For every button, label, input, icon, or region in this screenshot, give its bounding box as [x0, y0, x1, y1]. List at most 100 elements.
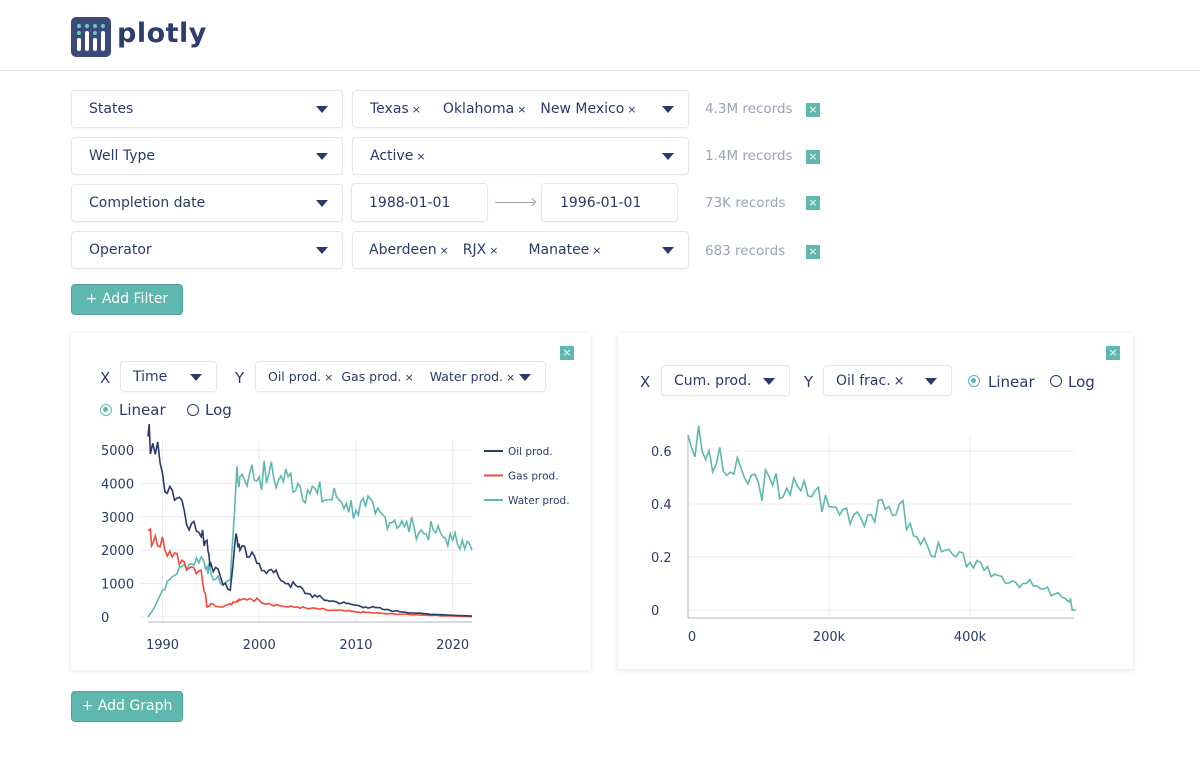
y-tick-label: 1000 — [101, 578, 134, 593]
y-tick-label: 0.6 — [651, 445, 672, 460]
x-variable-select[interactable]: Time — [120, 361, 217, 392]
add-filter-button[interactable]: + Add Filter — [71, 284, 183, 315]
filter-values-select[interactable]: Active × — [352, 137, 689, 175]
value-tag[interactable]: Oil prod. × — [268, 369, 333, 384]
linear-radio[interactable] — [968, 375, 980, 387]
remove-tag-icon[interactable]: × — [893, 373, 905, 389]
remove-graph-button[interactable]: × — [560, 346, 574, 360]
filter-field-label: Operator — [89, 242, 152, 258]
y-tick-label: 0 — [651, 604, 659, 619]
remove-graph-button[interactable]: × — [1106, 346, 1120, 360]
tag-label: Texas — [370, 101, 409, 117]
app-header: plotly — [0, 0, 1200, 71]
chevron-down-icon — [662, 106, 674, 113]
y-tick-label: 0 — [101, 611, 109, 626]
remove-tag-icon[interactable]: × — [411, 103, 421, 116]
remove-filter-button[interactable]: × — [806, 196, 820, 210]
chevron-down-icon — [316, 153, 328, 160]
series-line-water-prod- — [147, 460, 473, 618]
remove-tag-icon[interactable]: × — [416, 150, 426, 163]
legend-label: Oil prod. — [508, 446, 553, 458]
linear-label: Linear — [988, 373, 1035, 391]
value-tag[interactable]: Oil frac. × — [836, 373, 905, 389]
y-tick-label: 3000 — [101, 511, 134, 526]
linear-radio[interactable] — [100, 404, 112, 416]
graph-card-1: × X Time Y Oil prod. × Gas prod. × Water p… — [71, 333, 591, 670]
remove-tag-icon[interactable]: × — [404, 371, 414, 384]
x-tick-label: 200k — [813, 630, 846, 645]
remove-tag-icon[interactable]: × — [506, 371, 516, 384]
value-tag[interactable]: RJX × — [463, 242, 499, 258]
remove-tag-icon[interactable]: × — [517, 103, 527, 116]
y-tick-label: 2000 — [101, 544, 134, 559]
log-label: Log — [205, 401, 232, 419]
record-count: 73K records — [705, 195, 786, 211]
value-tag[interactable]: Texas × — [370, 101, 421, 117]
remove-tag-icon[interactable]: × — [439, 244, 449, 257]
filter-field-select[interactable]: Well Type — [71, 137, 343, 175]
y-tick-label: 0.2 — [651, 551, 672, 566]
filter-field-label: States — [89, 101, 134, 117]
log-radio[interactable] — [1050, 375, 1062, 387]
graph-card-2: × X Cum. prod. Y Oil frac. × Linear Log — [618, 333, 1133, 669]
remove-filter-button[interactable]: × — [806, 150, 820, 164]
date-to-input[interactable]: 1996-01-01 — [541, 183, 678, 222]
chevron-down-icon — [316, 106, 328, 113]
filter-field-label: Completion date — [89, 195, 206, 211]
tag-label: Manatee — [528, 242, 590, 258]
x-tick-label: 0 — [688, 630, 696, 645]
legend-label: Water prod. — [508, 495, 570, 507]
arrow-right-icon — [495, 197, 537, 207]
value-tag[interactable]: New Mexico × — [540, 101, 636, 117]
remove-tag-icon[interactable]: × — [627, 103, 637, 116]
remove-tag-icon[interactable]: × — [324, 371, 334, 384]
x-tick-label: 400k — [954, 630, 987, 645]
x-tick-label: 2020 — [436, 638, 469, 653]
y-variable-select[interactable]: Oil prod. × Gas prod. × Water prod. × — [255, 361, 546, 392]
value-tag[interactable]: Oklahoma × — [443, 101, 526, 117]
y-axis-label: Y — [804, 373, 814, 391]
x-tick-label: 1990 — [146, 638, 179, 653]
series-line-oil-prod- — [147, 423, 472, 617]
tag-label: Oil prod. — [268, 369, 322, 384]
remove-filter-button[interactable]: × — [806, 245, 820, 259]
log-radio[interactable] — [187, 404, 199, 416]
date-from-value: 1988-01-01 — [369, 194, 451, 211]
date-from-input[interactable]: 1988-01-01 — [351, 183, 488, 222]
chevron-down-icon — [316, 200, 328, 207]
series-line-oil-frac — [687, 425, 1076, 611]
filter-values-select[interactable]: Aberdeen × RJX × Manatee × — [352, 231, 689, 269]
value-tag[interactable]: Water prod. × — [430, 369, 516, 384]
remove-tag-icon[interactable]: × — [592, 244, 602, 257]
log-label: Log — [1068, 373, 1095, 391]
filter-values-select[interactable]: Texas × Oklahoma × New Mexico × — [352, 90, 689, 128]
x-variable-value: Time — [133, 368, 168, 385]
filter-field-select[interactable]: Operator — [71, 231, 343, 269]
value-tag[interactable]: Gas prod. × — [341, 369, 413, 384]
filter-field-select[interactable]: Completion date — [71, 184, 343, 222]
tag-label: New Mexico — [540, 101, 625, 117]
value-tag[interactable]: Manatee × — [528, 242, 601, 258]
record-count: 4.3M records — [705, 101, 793, 117]
tag-label: Active — [370, 148, 414, 164]
chevron-down-icon — [925, 377, 937, 385]
series-line-gas-prod- — [148, 527, 473, 618]
remove-tag-icon[interactable]: × — [489, 244, 499, 257]
filter-field-select[interactable]: States — [71, 90, 343, 128]
remove-filter-button[interactable]: × — [806, 103, 820, 117]
tag-label: Water prod. — [429, 369, 504, 384]
tag-label: Oil frac. — [836, 372, 891, 389]
y-tick-label: 4000 — [101, 477, 134, 492]
value-tag[interactable]: Aberdeen × — [369, 242, 449, 258]
y-tick-label: 0.4 — [651, 498, 672, 513]
chevron-down-icon — [316, 247, 328, 254]
x-tick-label: 2000 — [243, 638, 276, 653]
date-to-value: 1996-01-01 — [560, 194, 642, 211]
add-graph-button[interactable]: + Add Graph — [71, 691, 183, 722]
y-variable-select[interactable]: Oil frac. × — [823, 365, 952, 396]
value-tag[interactable]: Active × — [370, 148, 426, 164]
record-count: 683 records — [705, 243, 786, 259]
x-variable-select[interactable]: Cum. prod. — [661, 365, 790, 396]
